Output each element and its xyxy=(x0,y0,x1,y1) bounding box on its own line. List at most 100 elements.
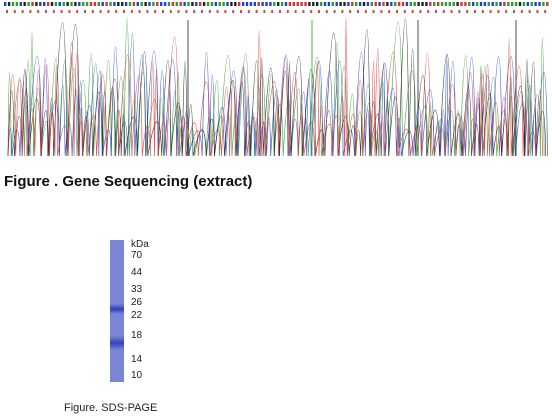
sequence-base-tick xyxy=(163,2,167,6)
mw-marker-22: 22 xyxy=(131,310,143,321)
amino-acid-tick xyxy=(333,10,336,13)
sequence-base-tick xyxy=(456,2,459,6)
sequence-base-tick xyxy=(124,2,128,6)
amino-acid-tick xyxy=(411,10,414,13)
sequence-base-tick xyxy=(121,2,124,6)
sequence-base-tick xyxy=(440,2,444,6)
amino-acid-tick xyxy=(216,10,219,13)
sequence-base-tick xyxy=(195,2,198,6)
amino-acid-tick xyxy=(310,10,313,13)
amino-acid-tick xyxy=(357,10,359,13)
sequence-base-tick xyxy=(429,2,432,6)
sequence-base-tick xyxy=(160,2,163,6)
sequence-base-tick xyxy=(378,2,381,6)
amino-acid-tick xyxy=(279,10,281,13)
mw-marker-18: 18 xyxy=(131,330,143,341)
amino-acid-tick xyxy=(130,10,133,13)
sequence-base-tick xyxy=(343,2,346,6)
sds-page-figure-caption: Figure. SDS-PAGE xyxy=(64,402,158,414)
sequence-base-tick xyxy=(421,2,424,6)
sequence-base-tick xyxy=(31,2,34,6)
sequence-base-tick xyxy=(167,2,171,6)
sequence-base-tick xyxy=(101,2,104,6)
sequence-base-tick xyxy=(277,2,280,6)
sequence-base-tick xyxy=(280,2,284,6)
sequence-base-tick xyxy=(526,2,529,6)
sequence-base-tick xyxy=(238,2,241,6)
amino-acid-tick xyxy=(544,10,547,13)
sequence-base-tick xyxy=(273,2,276,6)
sequence-base-tick xyxy=(113,2,116,6)
amino-acid-tick xyxy=(489,10,492,13)
sequence-base-tick xyxy=(491,2,494,6)
sequence-base-tick xyxy=(327,2,331,6)
sequence-base-tick xyxy=(284,2,288,6)
amino-acid-tick xyxy=(294,10,297,13)
sequence-base-tick xyxy=(11,2,15,6)
sequence-base-tick xyxy=(89,2,93,6)
amino-acid-tick xyxy=(419,10,422,13)
amino-acid-tick xyxy=(232,10,235,13)
sequence-base-tick xyxy=(144,2,147,6)
sequence-base-tick xyxy=(339,2,342,6)
sequence-base-tick xyxy=(366,2,370,6)
amino-acid-tick xyxy=(76,10,79,13)
amino-acid-tick xyxy=(536,10,539,13)
sequence-base-tick xyxy=(479,2,483,6)
sequence-base-tick xyxy=(62,2,65,6)
gel-band-lower xyxy=(110,336,124,350)
sequence-base-tick xyxy=(448,2,451,6)
sequence-base-tick xyxy=(468,2,471,6)
sequence-base-tick xyxy=(230,2,233,6)
sequence-base-tick xyxy=(409,2,412,6)
amino-acid-tick xyxy=(466,10,469,13)
sequence-base-tick xyxy=(66,2,69,6)
sequence-base-tick xyxy=(386,2,389,6)
sequence-base-tick xyxy=(483,2,487,6)
trace-channel xyxy=(7,17,545,157)
amino-acid-tick xyxy=(341,10,344,13)
sequence-base-tick xyxy=(105,2,108,6)
amino-acid-tick xyxy=(318,10,320,13)
amino-acid-tick xyxy=(325,10,328,13)
sequence-base-tick xyxy=(222,2,225,6)
sequence-base-tick xyxy=(109,2,112,6)
amino-acid-tick xyxy=(13,10,16,13)
mw-marker-10: 10 xyxy=(131,370,143,381)
sequence-base-tick xyxy=(358,2,362,6)
mw-marker-26: 26 xyxy=(131,297,143,308)
mw-marker-44: 44 xyxy=(131,267,143,278)
sequence-base-tick xyxy=(316,2,319,6)
sequence-base-tick xyxy=(401,2,405,6)
sequence-base-tick xyxy=(304,2,307,6)
sequence-base-tick xyxy=(312,2,315,6)
gel-band-main xyxy=(110,304,124,314)
sequence-base-tick xyxy=(82,2,85,6)
sequence-base-tick xyxy=(199,2,202,6)
sequence-base-tick xyxy=(355,2,358,6)
sequence-base-tick xyxy=(390,2,393,6)
amino-acid-tick xyxy=(208,10,211,13)
sequence-base-tick xyxy=(319,2,323,6)
sequence-base-tick xyxy=(394,2,397,6)
amino-acid-tick xyxy=(481,10,484,13)
amino-acid-tick xyxy=(154,10,157,13)
amino-acid-tick xyxy=(177,10,180,13)
sequence-base-tick xyxy=(97,2,100,6)
sequence-base-tick xyxy=(261,2,264,6)
sequence-base-tick xyxy=(58,2,61,6)
sequence-base-tick xyxy=(54,2,58,6)
amino-acid-tick xyxy=(427,10,430,13)
sequence-base-tick xyxy=(35,2,38,6)
amino-acid-tick xyxy=(29,10,32,13)
sequence-base-tick xyxy=(39,2,42,6)
sequence-base-tick xyxy=(511,2,514,6)
amino-acid-tick xyxy=(138,10,141,13)
amino-acid-tick xyxy=(21,10,24,13)
sequence-base-tick xyxy=(534,2,537,6)
amino-acid-tick xyxy=(372,10,375,13)
amino-acid-tick xyxy=(162,10,164,13)
amino-acid-tick xyxy=(442,10,445,13)
sequence-base-tick xyxy=(347,2,350,6)
sequence-base-tick xyxy=(148,2,151,6)
